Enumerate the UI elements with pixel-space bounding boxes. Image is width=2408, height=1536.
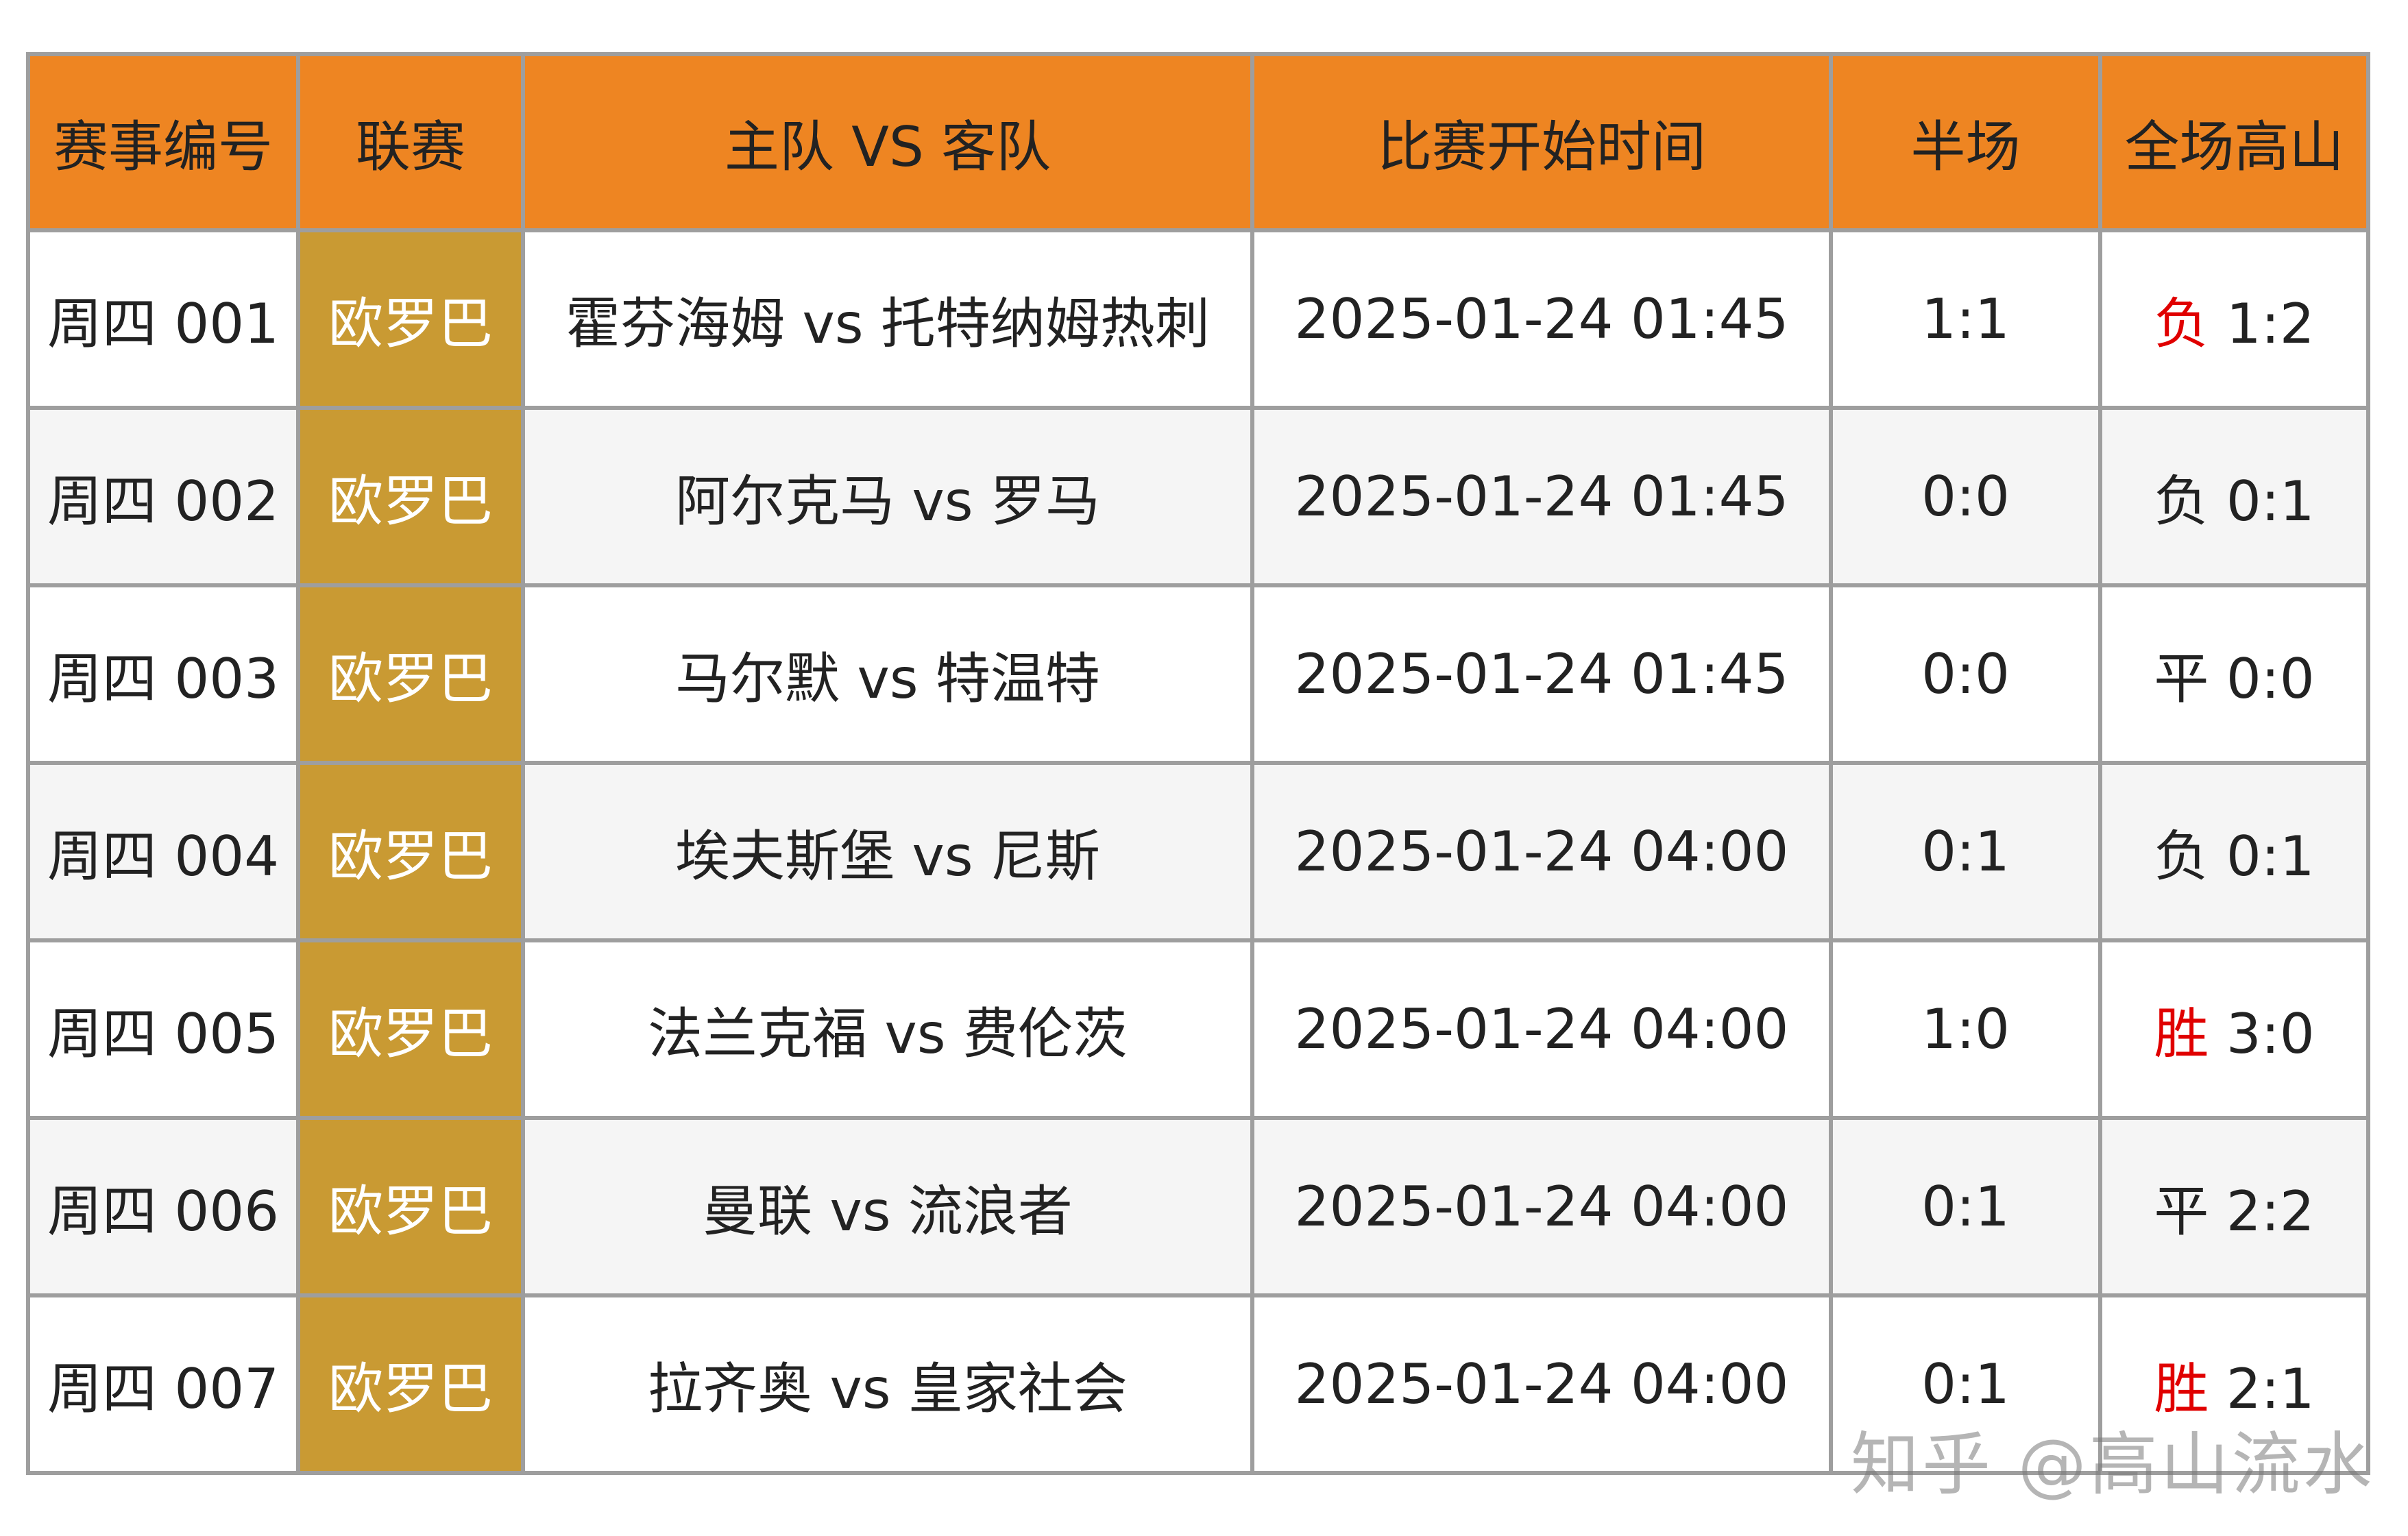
- full-time-score: 0:0: [2226, 646, 2315, 711]
- full-time-cell: 平 2:2: [2098, 1116, 2370, 1297]
- full-time-cell: 负 0:1: [2098, 761, 2370, 942]
- table-row: 周四 001 欧罗巴 霍芬海姆 vs 托特纳姆热刺 2025-01-24 01:45 1…: [26, 228, 2370, 410]
- full-time-score: 0:1: [2226, 824, 2315, 888]
- header-teams: 主队 VS 客队: [521, 52, 1254, 232]
- header-row: 赛事编号 联赛 主队 VS 客队 比赛开始时间 半场 全场高山: [26, 52, 2370, 232]
- table-row: 周四 006 欧罗巴 曼联 vs 流浪者 2025-01-24 04:00 0:1 平 2…: [26, 1116, 2370, 1297]
- full-time-score: 0:1: [2226, 469, 2315, 533]
- teams-cell: 曼联 vs 流浪者: [521, 1116, 1254, 1297]
- full-time-cell: 胜 2:1: [2098, 1293, 2370, 1475]
- result-label: 平: [2154, 646, 2209, 711]
- half-time-score-cell: 1:1: [1829, 228, 2102, 410]
- league-cell: 欧罗巴: [296, 1116, 525, 1297]
- teams-cell: 埃夫斯堡 vs 尼斯: [521, 761, 1254, 942]
- match-id-cell: 周四 003: [26, 583, 300, 765]
- table-row: 周四 003 欧罗巴 马尔默 vs 特温特 2025-01-24 01:45 0:0 平 …: [26, 583, 2370, 765]
- full-time-cell: 负 0:1: [2098, 406, 2370, 587]
- teams-cell: 法兰克福 vs 费伦茨: [521, 938, 1254, 1120]
- start-time-cell: 2025-01-24 04:00: [1250, 938, 1833, 1120]
- half-time-score-cell: 0:0: [1829, 406, 2102, 587]
- result-label: 负: [2154, 824, 2209, 888]
- full-time-score: 2:1: [2226, 1356, 2315, 1421]
- match-id-cell: 周四 005: [26, 938, 300, 1120]
- header-full-time: 全场高山: [2098, 52, 2370, 232]
- teams-cell: 霍芬海姆 vs 托特纳姆热刺: [521, 228, 1254, 410]
- match-id-cell: 周四 001: [26, 228, 300, 410]
- half-time-score-cell: 0:1: [1829, 1116, 2102, 1297]
- league-cell: 欧罗巴: [296, 406, 525, 587]
- full-time-score: 1:2: [2226, 291, 2315, 356]
- header-match-id: 赛事编号: [26, 52, 300, 232]
- league-cell: 欧罗巴: [296, 938, 525, 1120]
- result-label: 平: [2154, 1179, 2209, 1243]
- table-row: 周四 004 欧罗巴 埃夫斯堡 vs 尼斯 2025-01-24 04:00 0:1 负 …: [26, 761, 2370, 942]
- full-time-score: 2:2: [2226, 1179, 2315, 1243]
- start-time-cell: 2025-01-24 01:45: [1250, 406, 1833, 587]
- half-time-score-cell: 0:0: [1829, 583, 2102, 765]
- result-label: 负: [2154, 291, 2209, 356]
- league-cell: 欧罗巴: [296, 583, 525, 765]
- teams-cell: 阿尔克马 vs 罗马: [521, 406, 1254, 587]
- league-cell: 欧罗巴: [296, 1293, 525, 1475]
- result-label: 负: [2154, 469, 2209, 533]
- start-time-cell: 2025-01-24 04:00: [1250, 1116, 1833, 1297]
- header-half-time: 半场: [1829, 52, 2102, 232]
- match-id-cell: 周四 004: [26, 761, 300, 942]
- start-time-cell: 2025-01-24 01:45: [1250, 228, 1833, 410]
- table-row: 周四 007 欧罗巴 拉齐奥 vs 皇家社会 2025-01-24 04:00 0:1 胜…: [26, 1293, 2370, 1475]
- match-id-cell: 周四 002: [26, 406, 300, 587]
- table-row: 周四 005 欧罗巴 法兰克福 vs 费伦茨 2025-01-24 04:00 1:0 胜…: [26, 938, 2370, 1120]
- teams-cell: 拉齐奥 vs 皇家社会: [521, 1293, 1254, 1475]
- start-time-cell: 2025-01-24 01:45: [1250, 583, 1833, 765]
- start-time-cell: 2025-01-24 04:00: [1250, 761, 1833, 942]
- result-label: 胜: [2154, 1356, 2209, 1421]
- half-time-score-cell: 1:0: [1829, 938, 2102, 1120]
- half-time-score-cell: 0:1: [1829, 1293, 2102, 1475]
- full-time-score: 3:0: [2226, 1001, 2315, 1066]
- header-league: 联赛: [296, 52, 525, 232]
- full-time-cell: 胜 3:0: [2098, 938, 2370, 1120]
- league-cell: 欧罗巴: [296, 761, 525, 942]
- full-time-cell: 负 1:2: [2098, 228, 2370, 410]
- match-id-cell: 周四 006: [26, 1116, 300, 1297]
- match-table: 赛事编号 联赛 主队 VS 客队 比赛开始时间 半场 全场高山 周四 001 欧罗…: [26, 52, 2370, 1475]
- league-cell: 欧罗巴: [296, 228, 525, 410]
- match-id-cell: 周四 007: [26, 1293, 300, 1475]
- full-time-cell: 平 0:0: [2098, 583, 2370, 765]
- watermark: 知乎 @高山流水: [1851, 1424, 2374, 1504]
- result-label: 胜: [2154, 1001, 2209, 1066]
- table-row: 周四 002 欧罗巴 阿尔克马 vs 罗马 2025-01-24 01:45 0:0 负 …: [26, 406, 2370, 587]
- teams-cell: 马尔默 vs 特温特: [521, 583, 1254, 765]
- half-time-score-cell: 0:1: [1829, 761, 2102, 942]
- start-time-cell: 2025-01-24 04:00: [1250, 1293, 1833, 1475]
- header-start-time: 比赛开始时间: [1250, 52, 1833, 232]
